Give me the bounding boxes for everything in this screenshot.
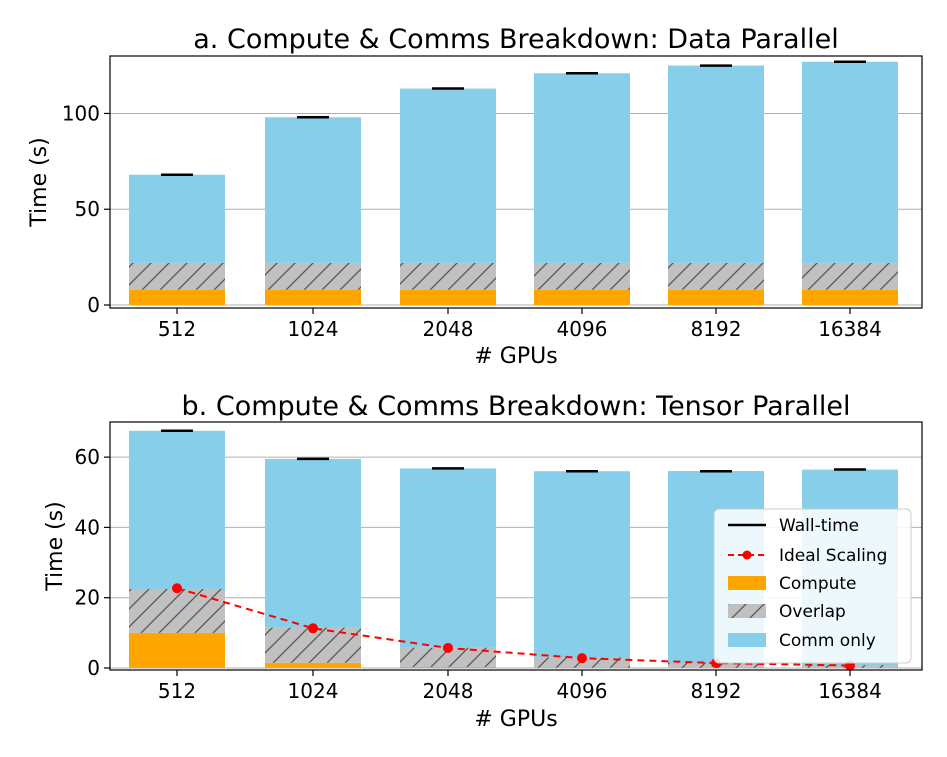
- bar-comm-only: [129, 430, 225, 589]
- bar-overlap: [400, 647, 496, 667]
- chart-a: a. Compute & Comms Breakdown: Data Paral…: [27, 24, 923, 369]
- legend-overlap-label: Overlap: [779, 602, 846, 622]
- chart-a-xticks: 512 1024 2048 4096 8192 16384: [158, 308, 882, 341]
- bar-comm-only: [668, 65, 764, 263]
- chart-b-bars: [129, 430, 898, 668]
- bar-overlap: [802, 262, 898, 290]
- chart-a-xlabel: # GPUs: [474, 344, 557, 369]
- chart-b-xlabel: # GPUs: [474, 707, 557, 732]
- bar-compute: [668, 289, 764, 305]
- y-tick-label: 20: [75, 586, 100, 610]
- chart-a-ylabel: Time (s): [27, 137, 52, 227]
- bar-compute: [400, 666, 496, 668]
- x-tick-label: 1024: [288, 679, 339, 703]
- bar-overlap: [129, 588, 225, 633]
- legend-ideal-label: Ideal Scaling: [779, 546, 887, 566]
- x-tick-label: 512: [158, 317, 196, 341]
- bar-compute: [802, 289, 898, 305]
- chart-b-frame: [109, 421, 923, 671]
- legend-ideal-swatch-marker: [742, 550, 752, 560]
- ideal-scaling-point: [577, 653, 587, 664]
- bar-overlap: [129, 262, 225, 290]
- y-tick-label: 0: [87, 656, 100, 680]
- x-tick-label: 512: [158, 679, 196, 703]
- bar-compute: [265, 289, 361, 305]
- bar-compute: [129, 632, 225, 668]
- y-tick-label: 40: [75, 515, 100, 539]
- x-tick-label: 2048: [423, 679, 474, 703]
- y-tick-label: 60: [75, 445, 100, 469]
- chart-a-yticks: 0 50 100: [62, 101, 110, 317]
- chart-b-xticks: 512 1024 2048 4096 8192 16384: [158, 670, 882, 703]
- chart-a-bars: [129, 61, 898, 305]
- bar-comm-only: [400, 468, 496, 648]
- legend-compute-label: Compute: [779, 574, 857, 594]
- bar-compute: [129, 289, 225, 305]
- x-tick-label: 2048: [423, 317, 474, 341]
- bar-comm-only: [129, 174, 225, 263]
- chart-b-yticks: 0 20 40 60: [75, 445, 110, 680]
- bar-overlap: [400, 262, 496, 290]
- ideal-scaling-point: [172, 583, 182, 594]
- chart-b-title: b. Compute & Comms Breakdown: Tensor Par…: [182, 391, 851, 422]
- bar-compute: [534, 289, 630, 305]
- x-tick-label: 16384: [818, 317, 882, 341]
- bar-overlap: [265, 262, 361, 290]
- ideal-scaling-point: [443, 642, 453, 653]
- x-tick-label: 4096: [557, 317, 608, 341]
- ideal-scaling-point: [308, 623, 318, 634]
- chart-a-walltime: [161, 60, 866, 177]
- chart-a-title: a. Compute & Comms Breakdown: Data Paral…: [193, 24, 838, 55]
- chart-a-grid: [110, 112, 922, 306]
- bar-compute: [265, 662, 361, 668]
- x-tick-label: 1024: [288, 317, 339, 341]
- y-tick-label: 0: [87, 293, 100, 317]
- x-tick-label: 8192: [691, 317, 742, 341]
- y-tick-label: 50: [75, 197, 100, 221]
- bar-comm-only: [802, 61, 898, 263]
- bar-overlap: [534, 262, 630, 290]
- bar-comm-only: [265, 458, 361, 628]
- legend-compute-swatch: [728, 576, 766, 590]
- chart-b-ylabel: Time (s): [43, 501, 68, 591]
- x-tick-label: 8192: [691, 679, 742, 703]
- chart-b: b. Compute & Comms Breakdown: Tensor Par…: [43, 391, 923, 732]
- legend-overlap-swatch: [728, 604, 766, 618]
- bar-compute: [400, 289, 496, 305]
- chart-a-frame: [109, 55, 923, 309]
- bar-comm-only: [400, 88, 496, 263]
- bar-comm-only: [265, 117, 361, 263]
- chart-b-legend: Wall-time Ideal Scaling Compute Overlap …: [713, 508, 912, 664]
- legend-commonly-swatch: [728, 633, 766, 647]
- legend-box: [713, 508, 912, 664]
- bar-overlap: [668, 262, 764, 290]
- legend-commonly-label: Comm only: [779, 631, 876, 651]
- chart-b-walltime: [161, 429, 866, 473]
- x-tick-label: 4096: [557, 679, 608, 703]
- bar-comm-only: [534, 73, 630, 263]
- x-tick-label: 16384: [818, 679, 882, 703]
- y-tick-label: 100: [62, 101, 100, 125]
- legend-walltime-label: Wall-time: [779, 516, 859, 536]
- bar-comm-only: [534, 471, 630, 658]
